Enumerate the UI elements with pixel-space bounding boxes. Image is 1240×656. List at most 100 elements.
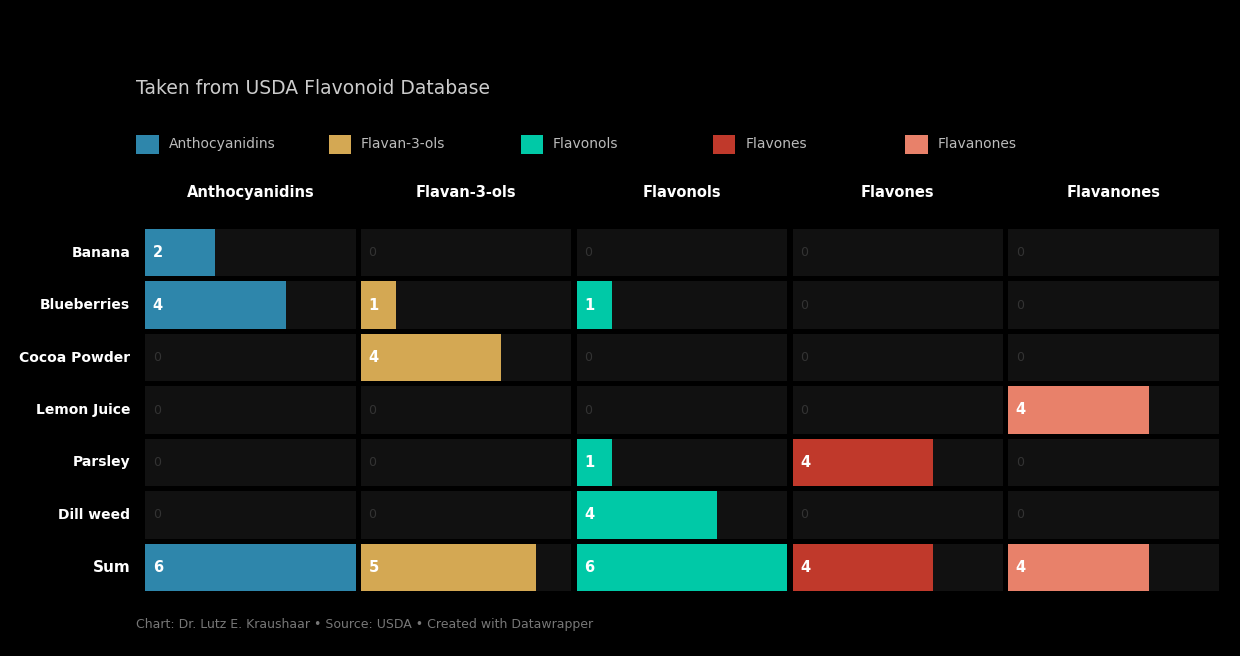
Text: Anthocyanidins: Anthocyanidins: [186, 185, 315, 200]
FancyBboxPatch shape: [145, 281, 356, 329]
Text: 0: 0: [153, 351, 161, 364]
FancyBboxPatch shape: [1008, 281, 1219, 329]
FancyBboxPatch shape: [361, 544, 572, 591]
Text: 1: 1: [368, 298, 378, 312]
Text: 0: 0: [1016, 298, 1024, 312]
FancyBboxPatch shape: [145, 386, 356, 434]
Text: 0: 0: [153, 508, 161, 522]
FancyBboxPatch shape: [792, 544, 1003, 591]
Text: 5: 5: [368, 560, 378, 575]
Text: 4: 4: [800, 455, 810, 470]
FancyBboxPatch shape: [145, 544, 356, 591]
FancyBboxPatch shape: [792, 229, 1003, 276]
FancyBboxPatch shape: [329, 135, 351, 154]
Text: 0: 0: [800, 403, 808, 417]
FancyBboxPatch shape: [1008, 386, 1219, 434]
Text: 0: 0: [368, 246, 377, 259]
Text: 0: 0: [1016, 351, 1024, 364]
FancyBboxPatch shape: [136, 135, 159, 154]
FancyBboxPatch shape: [1008, 544, 1148, 591]
FancyBboxPatch shape: [1008, 386, 1148, 434]
Text: 0: 0: [1016, 246, 1024, 259]
Text: 0: 0: [584, 403, 593, 417]
FancyBboxPatch shape: [145, 229, 216, 276]
FancyBboxPatch shape: [1008, 229, 1219, 276]
Text: 1: 1: [584, 298, 594, 312]
Text: 6: 6: [153, 560, 162, 575]
FancyBboxPatch shape: [792, 439, 1003, 486]
Text: Blueberries: Blueberries: [40, 298, 130, 312]
FancyBboxPatch shape: [521, 135, 543, 154]
Text: 0: 0: [800, 246, 808, 259]
FancyBboxPatch shape: [145, 439, 356, 486]
Text: Flavan-3-ols: Flavan-3-ols: [361, 137, 445, 152]
FancyBboxPatch shape: [792, 334, 1003, 381]
Text: Anthocyanidins: Anthocyanidins: [169, 137, 275, 152]
FancyBboxPatch shape: [577, 281, 611, 329]
Text: 0: 0: [368, 508, 377, 522]
Text: 0: 0: [1016, 456, 1024, 469]
Text: Flavones: Flavones: [861, 185, 935, 200]
Text: Flavanones: Flavanones: [937, 137, 1017, 152]
Text: 2: 2: [153, 245, 162, 260]
FancyBboxPatch shape: [577, 491, 787, 539]
FancyBboxPatch shape: [577, 386, 787, 434]
FancyBboxPatch shape: [1008, 491, 1219, 539]
FancyBboxPatch shape: [905, 135, 928, 154]
Text: 0: 0: [368, 456, 377, 469]
Text: 0: 0: [800, 298, 808, 312]
FancyBboxPatch shape: [145, 491, 356, 539]
Text: 4: 4: [368, 350, 378, 365]
Text: Dill weed: Dill weed: [58, 508, 130, 522]
Text: Flavonols: Flavonols: [642, 185, 722, 200]
Text: Chart: Dr. Lutz E. Kraushaar • Source: USDA • Created with Datawrapper: Chart: Dr. Lutz E. Kraushaar • Source: U…: [136, 618, 594, 631]
FancyBboxPatch shape: [145, 229, 356, 276]
Text: 0: 0: [584, 351, 593, 364]
Text: Cocoa Powder: Cocoa Powder: [19, 350, 130, 365]
Text: Taken from USDA Flavonoid Database: Taken from USDA Flavonoid Database: [136, 79, 490, 98]
FancyBboxPatch shape: [1008, 439, 1219, 486]
Text: 4: 4: [1016, 403, 1025, 417]
FancyBboxPatch shape: [792, 491, 1003, 539]
Text: 0: 0: [800, 351, 808, 364]
Text: 4: 4: [1016, 560, 1025, 575]
Text: 4: 4: [153, 298, 162, 312]
Text: 6: 6: [584, 560, 594, 575]
Text: Flavonols: Flavonols: [553, 137, 619, 152]
FancyBboxPatch shape: [577, 491, 717, 539]
FancyBboxPatch shape: [361, 281, 572, 329]
FancyBboxPatch shape: [1008, 544, 1219, 591]
FancyBboxPatch shape: [577, 439, 611, 486]
Text: 1: 1: [584, 455, 594, 470]
Text: 0: 0: [153, 403, 161, 417]
Text: Sum: Sum: [93, 560, 130, 575]
Text: 0: 0: [368, 403, 377, 417]
FancyBboxPatch shape: [792, 544, 932, 591]
FancyBboxPatch shape: [361, 281, 396, 329]
Text: Flavones: Flavones: [745, 137, 807, 152]
FancyBboxPatch shape: [792, 439, 932, 486]
FancyBboxPatch shape: [577, 544, 787, 591]
FancyBboxPatch shape: [577, 229, 787, 276]
FancyBboxPatch shape: [577, 334, 787, 381]
FancyBboxPatch shape: [145, 544, 356, 591]
Text: 4: 4: [584, 508, 594, 522]
Text: 0: 0: [1016, 508, 1024, 522]
FancyBboxPatch shape: [792, 386, 1003, 434]
FancyBboxPatch shape: [361, 229, 572, 276]
FancyBboxPatch shape: [361, 544, 537, 591]
Text: 0: 0: [584, 246, 593, 259]
FancyBboxPatch shape: [577, 544, 787, 591]
FancyBboxPatch shape: [577, 281, 787, 329]
Text: Flavanones: Flavanones: [1066, 185, 1161, 200]
FancyBboxPatch shape: [361, 334, 501, 381]
FancyBboxPatch shape: [145, 334, 356, 381]
Text: Flavan-3-ols: Flavan-3-ols: [415, 185, 517, 200]
FancyBboxPatch shape: [361, 491, 572, 539]
Text: 0: 0: [153, 456, 161, 469]
FancyBboxPatch shape: [1008, 334, 1219, 381]
FancyBboxPatch shape: [361, 439, 572, 486]
FancyBboxPatch shape: [713, 135, 735, 154]
Text: Lemon Juice: Lemon Juice: [36, 403, 130, 417]
FancyBboxPatch shape: [577, 439, 787, 486]
